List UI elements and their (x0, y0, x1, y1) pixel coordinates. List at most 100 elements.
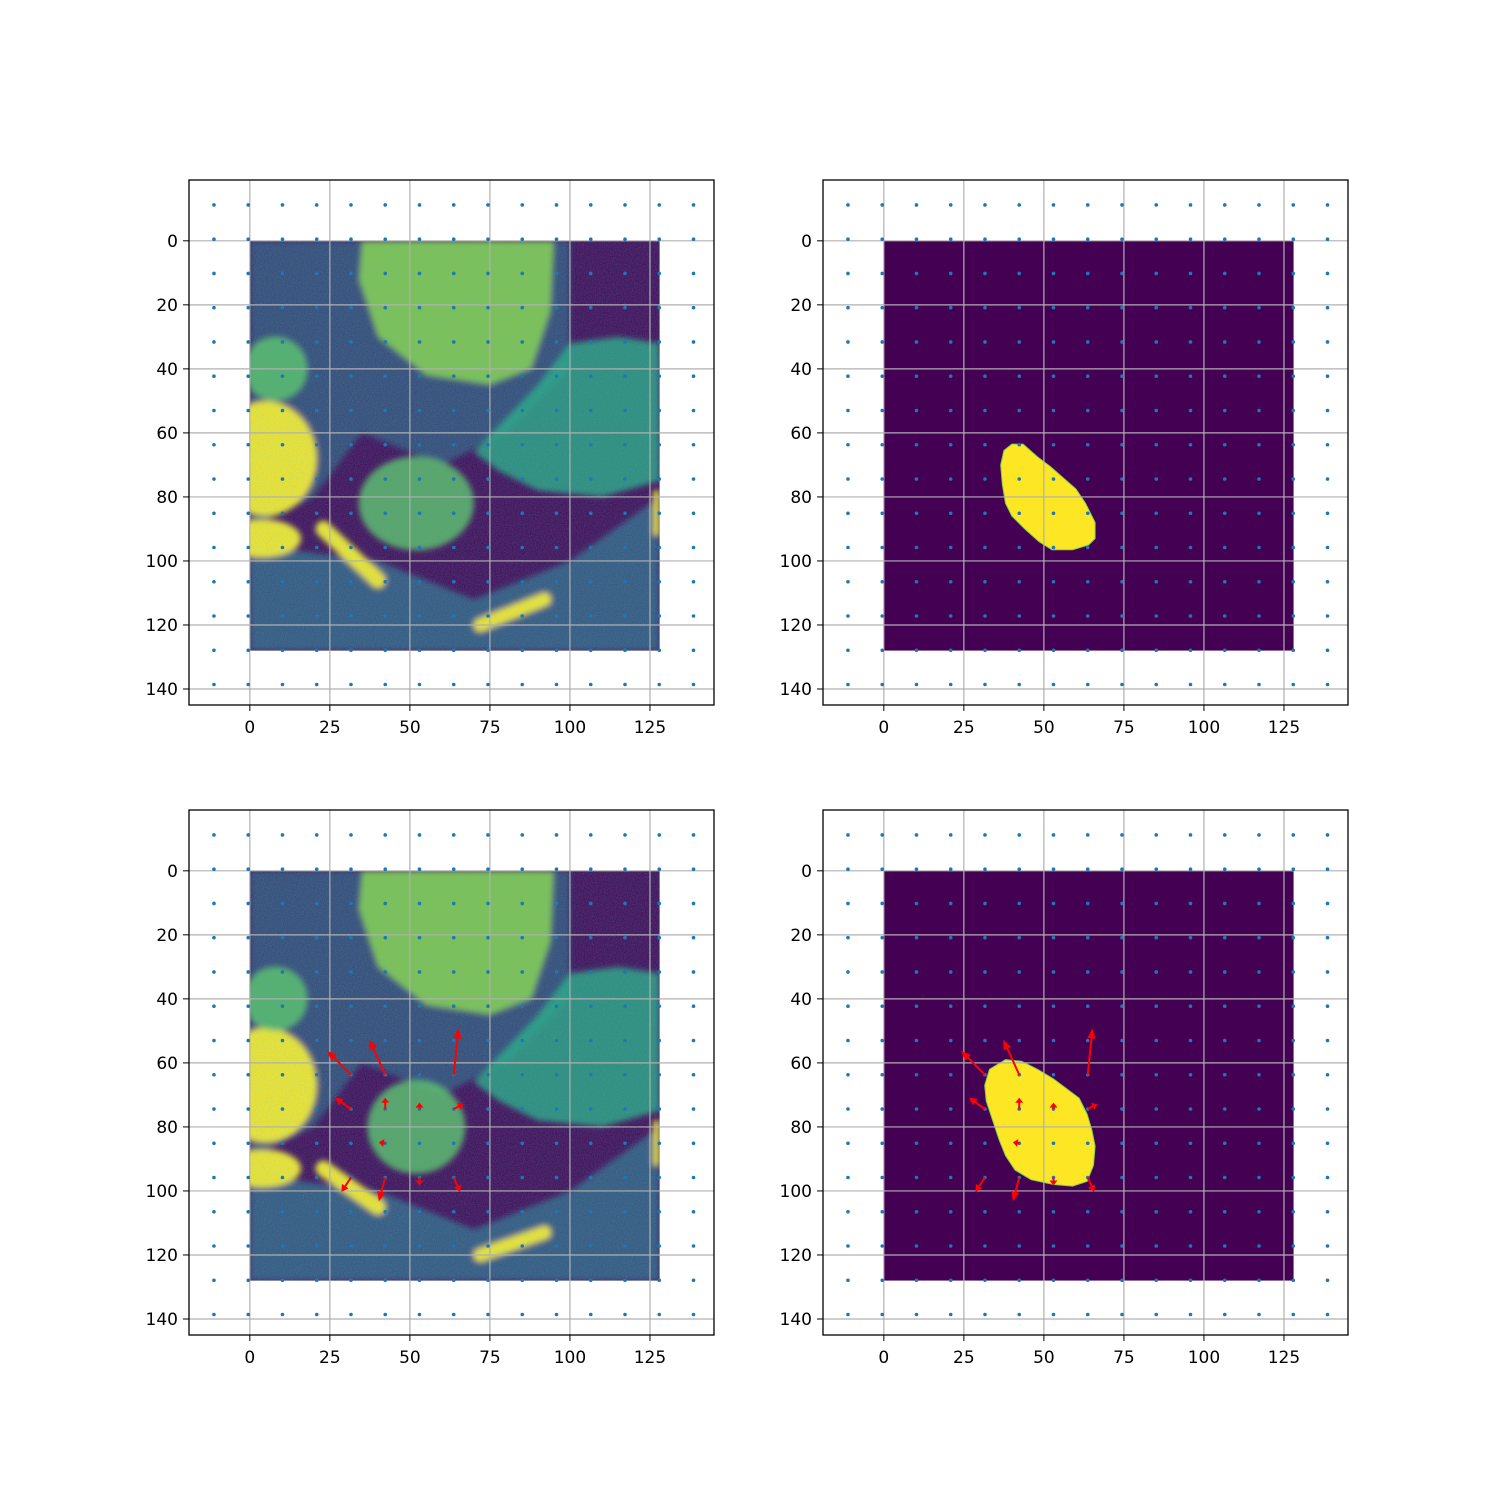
y-tick-label: 80 (156, 1118, 178, 1138)
grid-point (314, 867, 319, 872)
grid-point (588, 682, 593, 687)
grid-point (1120, 1175, 1124, 1180)
grid-point (314, 408, 319, 413)
grid-point (1291, 867, 1296, 872)
grid-point (1085, 477, 1090, 481)
grid-point (383, 614, 388, 618)
panel-bottom-right: 0 25 50 75 100 125 0 20 40 60 80 100 120 140 (780, 809, 1349, 1368)
grid-point (846, 545, 850, 550)
grid-point (280, 442, 285, 447)
grid-point (657, 340, 662, 344)
grid-point (914, 1209, 919, 1214)
grid-point (623, 237, 627, 242)
grid-point (948, 1278, 953, 1283)
grid-point (691, 1209, 696, 1214)
panel-plot-area (823, 810, 1348, 1335)
grid-point (1120, 1244, 1124, 1248)
grid-point (1257, 1107, 1261, 1111)
grid-point (657, 271, 662, 276)
grid-point (1291, 237, 1296, 242)
grid-point (451, 1038, 456, 1043)
grid-point (314, 1072, 319, 1077)
grid-point (349, 867, 353, 872)
grid-point (1257, 833, 1261, 837)
grid-point (451, 511, 456, 516)
grid-point (349, 614, 353, 618)
grid-point (1222, 271, 1227, 276)
grid-point (1188, 901, 1193, 906)
grid-point (486, 1209, 490, 1214)
grid-point (280, 545, 285, 550)
grid-point (1222, 1209, 1227, 1214)
grid-point (212, 1107, 216, 1111)
grid-point (451, 614, 456, 618)
grid-point (1188, 682, 1193, 687)
grid-point (554, 477, 559, 481)
grid-point (880, 682, 885, 687)
grid-point (1051, 545, 1056, 550)
grid-point (1222, 511, 1227, 516)
grid-point (1120, 1209, 1124, 1214)
grid-point (846, 477, 850, 481)
grid-point (983, 1312, 987, 1317)
grid-point (383, 682, 388, 687)
grid-point (983, 477, 987, 481)
grid-point (1257, 682, 1261, 687)
grid-point (1222, 614, 1227, 618)
grid-point (1257, 1175, 1261, 1180)
grid-point (588, 970, 593, 974)
grid-point (1291, 374, 1296, 379)
grid-point (914, 1072, 919, 1077)
grid-point (588, 1175, 593, 1180)
y-tick-label: 100 (780, 552, 812, 572)
y-tick-label: 20 (156, 296, 178, 316)
arrow-head (1087, 1184, 1096, 1192)
grid-point (417, 1038, 422, 1043)
x-tick-label: 100 (1188, 718, 1220, 738)
grid-point (1222, 305, 1227, 310)
grid-point (486, 867, 490, 872)
grid-point (1257, 1004, 1261, 1009)
grid-point (314, 442, 319, 447)
displacement-arrow (452, 1028, 462, 1075)
y-tick-label: 140 (146, 680, 178, 700)
grid-point (486, 545, 490, 550)
grid-point (383, 648, 388, 653)
grid-point (623, 867, 627, 872)
grid-point (846, 935, 850, 940)
grid-point (246, 867, 251, 872)
grid-point (846, 1107, 850, 1111)
grid-point (1051, 682, 1056, 687)
displacement-arrow (327, 1050, 352, 1076)
grid-point (520, 1038, 525, 1043)
y-tick-label: 60 (790, 1054, 812, 1074)
grid-point (880, 1072, 885, 1077)
grid-point (486, 1244, 490, 1248)
grid-point (623, 203, 627, 207)
grid-point (1222, 935, 1227, 940)
arrow-head (377, 1190, 386, 1202)
grid-point (383, 579, 388, 584)
grid-point (451, 1244, 456, 1248)
grid-point (1188, 340, 1193, 344)
grid-point (657, 682, 662, 687)
grid-point (1154, 1107, 1159, 1111)
grid-point (554, 203, 559, 207)
grid-point (520, 1312, 525, 1317)
grid-point (212, 408, 216, 413)
grid-point (1325, 867, 1330, 872)
grid-point (246, 1209, 251, 1214)
x-tick-label: 100 (1188, 1348, 1220, 1368)
grid-point (554, 1312, 559, 1317)
grid-point (451, 1141, 456, 1146)
grid-point (314, 901, 319, 906)
grid-point (451, 1312, 456, 1317)
grid-point (212, 1175, 216, 1180)
grid-point (520, 682, 525, 687)
grid-point (623, 477, 627, 481)
grid-point (1188, 271, 1193, 276)
grid-point (691, 340, 696, 344)
grid-point (314, 545, 319, 550)
grid-point (691, 271, 696, 276)
grid-point (280, 901, 285, 906)
